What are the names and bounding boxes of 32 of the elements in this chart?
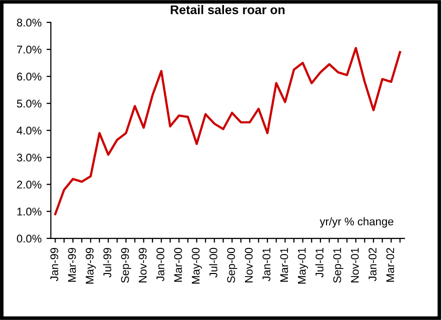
y-tick-label: 3.0% [16,154,42,162]
x-tick-label: Jan-02 [368,248,376,282]
x-tick-label: Mar-99 [68,248,76,282]
x-tick-label: Sep-01 [333,248,344,283]
x-tick-label: Jan-01 [262,248,270,282]
x-tick-label: Nov-00 [244,248,253,282]
chart-title: Retail sales roar on [170,5,285,14]
y-tick-label: 2.0% [17,180,42,189]
y-tick-label: 1.0% [17,208,42,216]
y-tick-label: 6.0% [17,72,42,81]
annotation: yr/yr % change [320,217,394,228]
line-series [54,46,402,216]
x-tick-label: Mar-02 [386,248,394,282]
x-tick-label: May-01 [298,248,308,284]
y-tick-label: 4.0% [16,126,42,135]
x-tick-label: May-00 [192,248,202,284]
y-tick-label: 8.0% [16,18,42,27]
x-tick-label: Jul-01 [315,248,324,278]
y-tick-label: 7.0% [17,46,42,54]
x-tick-label: Mar-01 [280,248,288,282]
x-tick-label: Sep-99 [121,248,132,283]
x-tick-label: Jan-00 [156,248,164,282]
x-tick-label: Jul-99 [103,248,112,278]
x-tick-label: Mar-00 [174,248,182,282]
x-tick-label: Nov-01 [350,248,359,282]
x-tick-label: Jul-00 [209,248,218,278]
x-tick-label: May-99 [86,248,96,284]
y-tick-label: 5.0% [16,100,42,108]
x-tick-label: Nov-99 [138,248,147,282]
x-tick-label: Jan-99 [50,248,58,282]
x-tick-label: Sep-00 [227,248,238,283]
y-tick-label: 0.0% [16,234,42,243]
